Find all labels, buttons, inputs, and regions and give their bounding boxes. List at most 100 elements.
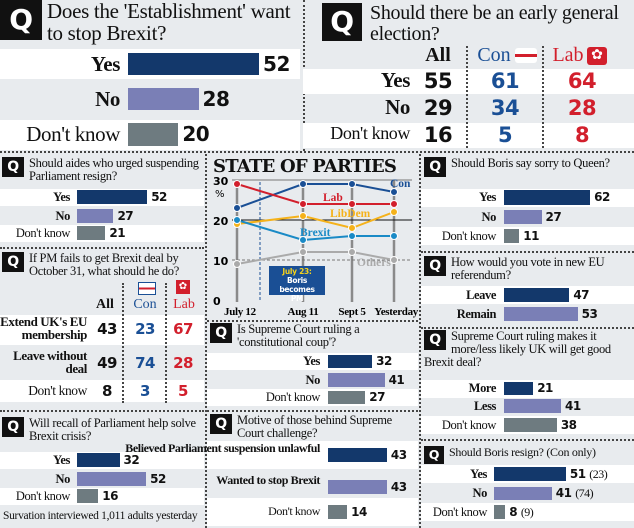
y-tick-label: 20 (213, 215, 229, 228)
bar-value: 47 (573, 288, 589, 302)
column-header-con: Con (477, 44, 511, 66)
divider (207, 410, 418, 412)
y-tick-label: 10 (213, 255, 229, 268)
bar-label: Yes (479, 190, 496, 205)
table-cell: 64 (567, 69, 597, 93)
row-label: Don't know (330, 123, 410, 143)
row-band (207, 389, 418, 406)
bar-label: No (55, 208, 71, 223)
panel-title: Q If PM fails to get Brexit deal by Octob… (2, 251, 202, 278)
q-icon: Q (2, 157, 24, 177)
value-con-only: (23) (589, 466, 608, 481)
row-band (207, 498, 418, 526)
series-line-libdem (236, 211, 395, 230)
chart-title: STATE OF PARTIES (213, 156, 397, 177)
bar-value: 41 (565, 399, 581, 413)
x-tick-label: Yesterday (374, 306, 419, 318)
data-point (348, 200, 356, 208)
table-cell: 8 (102, 382, 112, 400)
y-axis-label: % (215, 189, 225, 200)
value-number: 21 (537, 381, 553, 396)
question-text: How would you vote in new EU referendum? (451, 255, 605, 283)
table-cell: 29 (423, 96, 453, 120)
bar-value: 43 (391, 480, 407, 494)
value-number: 27 (117, 208, 134, 223)
conservative-logo-icon (138, 282, 156, 295)
question-text: Motive of those behind Supreme Court cha… (237, 413, 392, 441)
data-point (233, 180, 241, 188)
question-text: Should Boris say sorry to Queen? (451, 156, 610, 170)
bar-label: More (468, 381, 497, 396)
row-label: No (385, 95, 410, 119)
bar-label: Don't know (265, 390, 321, 405)
series-label: LibDem (330, 208, 371, 220)
panel-title: Q Should there be an early general electi… (322, 3, 622, 45)
bar-label: Yes (303, 354, 320, 369)
table-cell: 5 (178, 382, 188, 400)
bar-value: 27 (117, 209, 133, 223)
value-number: 53 (581, 306, 598, 321)
question-text: Should aides who urged suspending Parlia… (29, 156, 199, 184)
bar-value: 41 (389, 373, 405, 387)
table-cell: 74 (135, 354, 155, 372)
bar (494, 487, 552, 500)
series-label: Lab (323, 192, 343, 204)
question-title: Q Will recall of Parliament help solve Br… (2, 416, 202, 443)
bar-label: Less (473, 398, 496, 413)
q-icon: Q (424, 256, 446, 276)
question-title: Q Motive of those behind Supreme Court ch… (210, 413, 415, 441)
q-icon: Q (210, 414, 232, 434)
bar-label: Wanted to stop Brexit (216, 473, 320, 488)
data-point (233, 216, 241, 224)
value-con-only: (9) (520, 504, 534, 519)
divider (0, 410, 204, 412)
data-point (390, 208, 398, 216)
column-header-con: Con (133, 297, 157, 312)
table-cell: 16 (423, 123, 453, 147)
bar-label: Don't know (441, 417, 497, 432)
bar (504, 418, 557, 432)
bar-label: Remain (456, 306, 497, 321)
bar (77, 472, 147, 486)
value-number: 32 (376, 354, 392, 369)
question-text: Supreme Court ruling makes it more/less … (424, 329, 611, 370)
row-band (0, 487, 204, 505)
table-cell: 43 (97, 320, 117, 338)
data-point (348, 232, 356, 240)
conservative-logo-icon (515, 48, 537, 63)
bar (504, 190, 591, 205)
question-title: Q Should aides who urged suspending Parli… (2, 156, 202, 184)
table-cell: 34 (490, 96, 520, 120)
column-header-lab: Lab (173, 297, 195, 312)
bar (77, 226, 106, 240)
row-band (421, 227, 634, 245)
q-icon: Q (2, 417, 24, 437)
data-point (299, 236, 307, 244)
bar-value: 43 (391, 448, 407, 462)
question-text: Should Boris resign? (Con only) (449, 445, 596, 459)
bar (128, 88, 199, 110)
bar (504, 307, 578, 321)
series-line-others (236, 251, 395, 265)
value-number: 52 (263, 51, 290, 76)
value-number: 43 (390, 447, 407, 462)
bar-value: 38 (561, 418, 577, 432)
value-number: 11 (523, 228, 539, 243)
bar (328, 480, 387, 494)
bar-value: 27 (369, 390, 385, 404)
value-number: 52 (151, 189, 167, 204)
x-tick-label: July 12 (224, 306, 257, 318)
value-number: 41 (388, 372, 405, 387)
data-point (299, 200, 307, 208)
divider (421, 439, 634, 441)
bar-value: 21 (109, 226, 125, 240)
bar (504, 399, 561, 413)
bar-value: 53 (582, 307, 598, 321)
question-title: Q Supreme Court ruling makes it more/less… (424, 329, 629, 370)
bar-value: 21 (537, 381, 553, 395)
data-point (390, 232, 398, 240)
table-cell: 3 (140, 382, 150, 400)
value-number: 43 (390, 479, 407, 494)
q-icon: Q (322, 3, 362, 41)
